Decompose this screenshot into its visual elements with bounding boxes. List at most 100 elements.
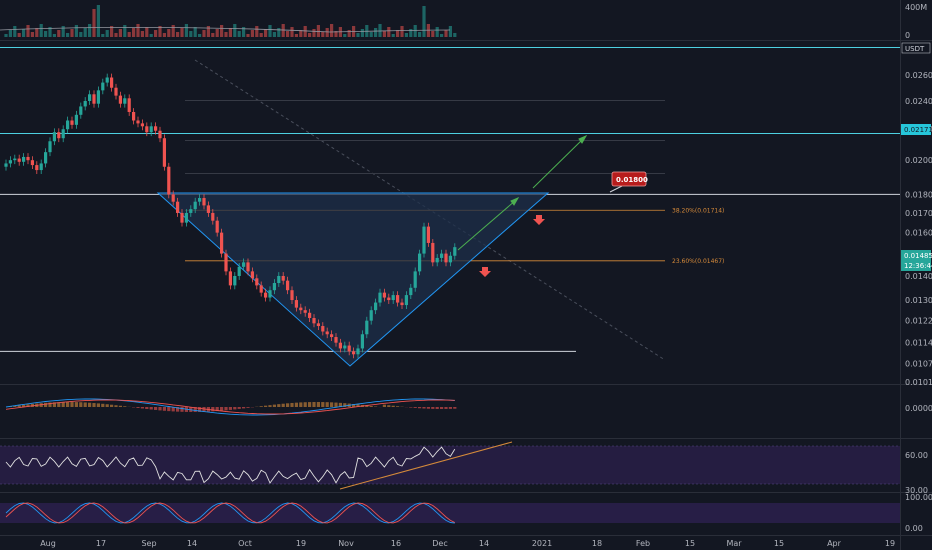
volume-bar [26, 25, 30, 37]
macd-histogram-bar [448, 407, 452, 409]
svg-text:0.02171: 0.02171 [904, 126, 932, 134]
macd-histogram-bar [435, 407, 439, 409]
volume-bar [312, 29, 316, 37]
candle-body [66, 120, 70, 130]
macd-histogram-bar [387, 405, 391, 407]
candle-body [308, 312, 312, 319]
volume-bar [127, 32, 131, 37]
macd-histogram-bar [145, 407, 149, 410]
volume-bar [154, 30, 158, 37]
time-axis[interactable]: Aug 17 Sep 14 Oct 19 Nov 16 Dec 14 2021 18 Feb 15 Mar 1… [40, 539, 895, 548]
macd-histogram-bar [286, 403, 290, 407]
candle-body [268, 290, 272, 298]
candle-body [255, 278, 259, 286]
volume-bar [158, 26, 162, 37]
current-price-tag: 0.01485 12:36:44 [901, 250, 932, 271]
time-axis-label: 18 [592, 539, 602, 548]
macd-histogram-bar [140, 407, 144, 409]
volume-bar [66, 33, 70, 37]
candle-body [369, 310, 373, 321]
candle-body [365, 320, 369, 335]
volume-bar [343, 34, 347, 37]
macd-histogram-bar [338, 402, 342, 407]
candle-body [17, 158, 21, 162]
macd-histogram-bar [264, 405, 268, 407]
candle-body [228, 271, 232, 286]
macd-histogram-bar [290, 402, 294, 407]
candle-body [136, 120, 140, 124]
target-price-tag[interactable]: 0.01800 [609, 171, 648, 193]
volume-bar [321, 32, 325, 37]
candle-body [422, 226, 426, 254]
candle-body [250, 271, 254, 279]
volume-bar [299, 30, 303, 37]
candle-body [61, 129, 65, 139]
macd-histogram-bar [330, 402, 334, 407]
candle-body [435, 257, 439, 263]
macd-histogram-bar [136, 407, 140, 408]
candle-body [246, 262, 250, 272]
volume-bar [118, 29, 122, 37]
macd-histogram-bar [171, 407, 175, 412]
macd-histogram-bar [325, 402, 329, 407]
time-axis-label: 19 [296, 539, 306, 548]
volume-bar [88, 24, 92, 37]
volume-bar [272, 32, 276, 37]
volume-bar [246, 34, 250, 37]
volume-bar [325, 28, 329, 37]
candle-body [215, 220, 219, 233]
volume-bar [277, 28, 281, 37]
macd-histogram-bar [418, 407, 422, 409]
svg-text:12:36:44: 12:36:44 [904, 262, 932, 270]
volume-bar [281, 24, 285, 37]
volume-bar [303, 26, 307, 37]
candle-body [352, 351, 356, 355]
macd-axis-label: 0.0000 [905, 404, 932, 413]
volume-bar [448, 26, 452, 37]
price-axis[interactable]: 0.026000.024000.022000.020000.018000.017… [905, 71, 932, 387]
time-axis-label: Mar [726, 539, 742, 548]
candle-body [123, 98, 127, 104]
macd-histogram-bar [57, 402, 61, 407]
volume-bar [180, 28, 184, 37]
macd-histogram-bar [83, 402, 87, 407]
candle-body [158, 130, 162, 139]
volume-bar [259, 33, 263, 37]
triangle-pattern[interactable] [156, 192, 550, 367]
rsi-line [5, 446, 456, 484]
volume-bar [61, 26, 65, 37]
bullish-projection-arrows[interactable] [457, 134, 588, 251]
candle-body [400, 302, 404, 306]
candle-body [237, 266, 241, 276]
candle-body [387, 297, 391, 301]
candle-body [57, 132, 61, 139]
rsi-band [0, 446, 900, 484]
volume-bar [400, 26, 404, 37]
candle-body [180, 212, 184, 223]
rsi-trendline[interactable] [339, 441, 513, 490]
candle-body [444, 253, 448, 263]
macd-histogram-bar [66, 402, 70, 407]
macd-histogram-bar [101, 403, 105, 407]
candle-body [325, 331, 329, 335]
macd-histogram-bar [193, 407, 197, 412]
candle-body [22, 156, 26, 162]
time-axis-label: Dec [432, 539, 447, 548]
candle-body [105, 77, 109, 83]
macd-histogram-bar [48, 402, 52, 407]
macd-histogram-bar [198, 407, 202, 412]
volume-bar [96, 5, 100, 37]
volume-bar [193, 27, 197, 37]
macd-histogram-bar [61, 402, 65, 407]
price-axis-tick: 0.01010 [905, 378, 932, 387]
candle-body [167, 166, 171, 195]
time-axis-label: Apr [827, 539, 842, 548]
volume-bar [184, 24, 188, 37]
macd-histogram-bar [382, 404, 386, 407]
volume-bar [220, 25, 224, 37]
candle-body [321, 326, 325, 332]
volume-bar [140, 31, 144, 37]
macd-histogram-bar [114, 405, 118, 407]
volume-bar [409, 29, 413, 37]
